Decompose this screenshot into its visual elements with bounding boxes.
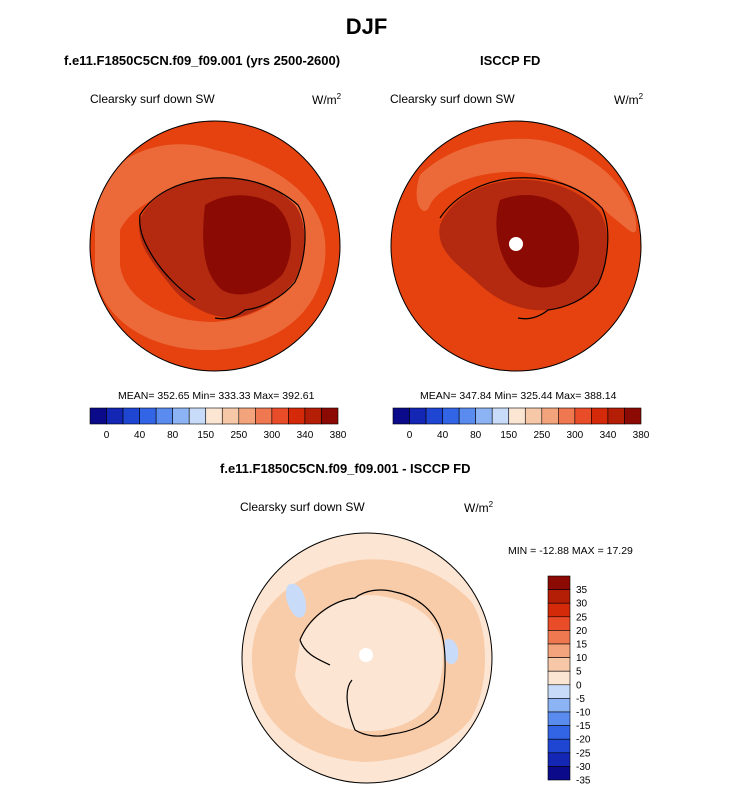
diff-colorbar-swatch xyxy=(547,725,571,740)
diff-colorbar-tick-label: 20 xyxy=(576,626,588,637)
diff-colorbar-tick-label: 30 xyxy=(576,599,588,610)
panel1-colorbar-tick-label: 380 xyxy=(330,430,347,441)
panel2-colorbar-tick-label: 40 xyxy=(437,430,449,441)
panel2-colorbar-tick-label: 80 xyxy=(470,430,482,441)
panel1-colorbar-tick-label: 80 xyxy=(167,430,179,441)
diff-colorbar-swatch xyxy=(547,630,571,645)
diff-colorbar-swatch xyxy=(547,670,571,686)
panel1-colorbar-tick-label: 0 xyxy=(104,430,110,441)
diff-colorbar-swatch xyxy=(547,738,571,754)
panel1-variable: Clearsky surf down SW xyxy=(90,92,215,106)
diff-colorbar-tick-label: -5 xyxy=(576,694,585,705)
diff-colorbar-swatch xyxy=(547,602,571,618)
diff-colorbar-swatch xyxy=(547,643,571,658)
diff-colorbar-tick-label: -20 xyxy=(576,735,591,746)
panel2-stats: MEAN= 347.84 Min= 325.44 Max= 388.14 xyxy=(420,390,617,402)
panel2-colorbar-swatch xyxy=(624,407,642,425)
diff-colorbar-tick-label: 0 xyxy=(576,680,582,691)
panel1-colorbar-swatch xyxy=(321,407,339,425)
panel2-colorbar-tick-label: 340 xyxy=(600,430,617,441)
panel2-colorbar-tick-label: 0 xyxy=(407,430,413,441)
diff-colorbar-tick-label: 15 xyxy=(576,640,588,651)
diff-colorbar-tick-label: -10 xyxy=(576,708,591,719)
diff-units: W/m2 xyxy=(464,500,494,515)
diff-colorbar-tick-label: 35 xyxy=(576,585,588,596)
panel2-colorbar-tick-label: 250 xyxy=(533,430,550,441)
panel2-title: ISCCP FD xyxy=(480,53,541,68)
diff-colorbar-swatch xyxy=(547,752,571,767)
diff-colorbar-tick-label: -25 xyxy=(576,748,591,759)
panel1-colorbar-tick-label: 150 xyxy=(197,430,214,441)
diff-colorbar-swatch xyxy=(547,711,571,726)
panel1-colorbar-tick-label: 300 xyxy=(264,430,281,441)
season-title: DJF xyxy=(345,14,388,39)
diff-colorbar-swatch xyxy=(547,766,571,781)
diff-title: f.e11.F1850C5CN.f09_f09.001 - ISCCP FD xyxy=(220,461,471,476)
diff-colorbar-swatch xyxy=(547,698,571,713)
panel2-colorbar-tick-label: 380 xyxy=(633,430,650,441)
diff-colorbar-swatch xyxy=(547,575,571,590)
diff-colorbar-tick-label: 25 xyxy=(576,612,588,623)
diff-colorbar-swatch xyxy=(547,657,571,672)
diff-variable: Clearsky surf down SW xyxy=(240,500,365,514)
panel2-units: W/m2 xyxy=(614,92,644,107)
panel2-colorbar-tick-label: 150 xyxy=(500,430,517,441)
panel2-variable: Clearsky surf down SW xyxy=(390,92,515,106)
diff-colorbar-tick-label: -35 xyxy=(576,776,591,787)
panel2-colorbar-tick-label: 300 xyxy=(567,430,584,441)
panel1-units: W/m2 xyxy=(312,92,342,107)
diff-colorbar-tick-label: -30 xyxy=(576,762,591,773)
diff-colorbar-tick-label: 10 xyxy=(576,653,588,664)
panel1-title: f.e11.F1850C5CN.f09_f09.001 (yrs 2500-26… xyxy=(64,53,341,68)
panel1-stats: MEAN= 352.65 Min= 333.33 Max= 392.61 xyxy=(118,390,315,402)
panel1-colorbar-tick-label: 250 xyxy=(230,430,247,441)
panel1-colorbar-tick-label: 340 xyxy=(297,430,314,441)
diff-stats: MIN = -12.88 MAX = 17.29 xyxy=(508,545,633,557)
diff-colorbar-tick-label: 5 xyxy=(576,667,582,678)
panel1-colorbar-tick-label: 40 xyxy=(134,430,146,441)
diff-colorbar-swatch xyxy=(547,589,571,604)
diff-colorbar-tick-label: -15 xyxy=(576,721,591,732)
diff-colorbar-swatch xyxy=(547,684,571,699)
diff-colorbar-swatch xyxy=(547,616,571,631)
